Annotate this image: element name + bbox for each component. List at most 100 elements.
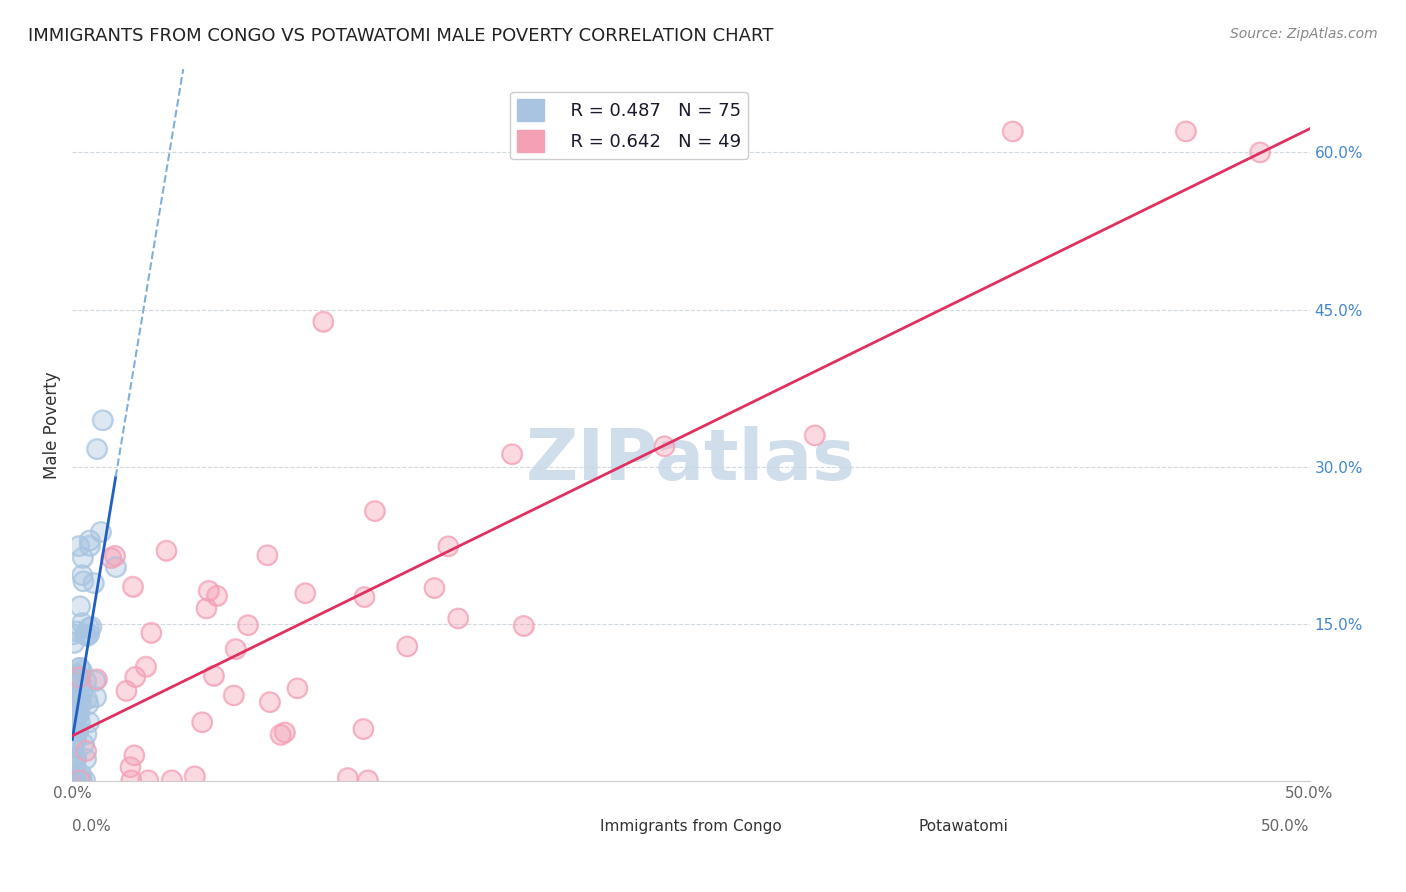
Text: Source: ZipAtlas.com: Source: ZipAtlas.com [1230,27,1378,41]
Point [73,737,96,751]
Point [1174,124,1197,138]
Point [70,677,93,691]
Point [197,583,219,598]
Point [115,683,138,698]
Point [62,773,84,788]
Point [76,629,98,643]
Point [65,733,87,747]
Point [124,670,146,684]
Point [423,581,446,595]
Point [75,752,97,766]
Point [155,543,177,558]
Point [63,635,86,649]
Point [66,669,89,683]
Point [65,690,87,705]
Point [205,589,228,603]
Point [122,748,145,763]
Point [79,539,101,553]
Point [120,760,142,774]
Point [76,692,98,706]
Point [72,574,94,589]
Point [65,733,87,747]
Point [256,548,278,562]
Point [195,601,218,615]
Point [70,664,93,678]
Point [122,748,145,763]
Point [72,550,94,565]
Point [63,722,86,736]
Point [1001,124,1024,138]
Point [100,550,122,565]
Point [80,620,103,634]
Point [67,673,90,687]
Point [67,661,90,675]
Point [72,550,94,565]
Point [270,728,292,742]
Point [202,668,225,682]
Point [69,670,91,684]
Point [63,698,86,712]
Point [77,715,100,730]
Point [70,615,93,630]
Point [501,447,523,461]
Point [65,773,87,788]
Point [654,439,676,453]
Point [69,661,91,675]
Point [259,695,281,709]
Point [512,619,534,633]
Point [63,773,86,788]
Point [65,666,87,681]
Point [84,690,107,704]
Point [79,533,101,548]
Point [70,696,93,710]
Point [236,618,259,632]
Point [195,601,218,615]
Point [63,635,86,649]
Point [273,725,295,739]
Point [84,673,107,688]
Point [63,722,86,736]
Point [70,685,93,699]
Point [73,627,96,641]
Point [66,723,89,738]
Point [67,706,90,721]
Point [104,560,127,574]
Point [70,696,93,710]
Point [70,767,93,781]
Point [63,758,86,772]
Point [396,640,419,654]
Point [1249,145,1271,160]
Point [225,642,247,657]
Point [66,694,89,708]
Point [73,773,96,788]
Point [65,624,87,639]
Point [65,773,87,788]
Point [62,739,84,754]
Point [363,504,385,518]
Point [86,673,108,687]
Point [62,773,84,788]
Point [77,627,100,641]
Point [273,725,295,739]
Point [65,624,87,639]
Point [65,753,87,767]
Point [136,773,159,788]
Point [205,589,228,603]
Point [501,447,523,461]
Point [160,773,183,788]
Point [256,548,278,562]
Point [70,773,93,788]
Point [294,586,316,600]
Point [312,314,335,328]
Y-axis label: Male Poverty: Male Poverty [44,371,60,479]
Point [63,701,86,715]
Point [287,681,309,696]
Point [62,773,84,788]
Point [294,586,316,600]
Point [75,673,97,688]
Legend:   R = 0.487   N = 75,   R = 0.642   N = 49: R = 0.487 N = 75, R = 0.642 N = 49 [510,92,748,160]
Point [62,773,84,788]
Point [654,439,676,453]
Point [69,661,91,675]
Point [65,690,87,705]
